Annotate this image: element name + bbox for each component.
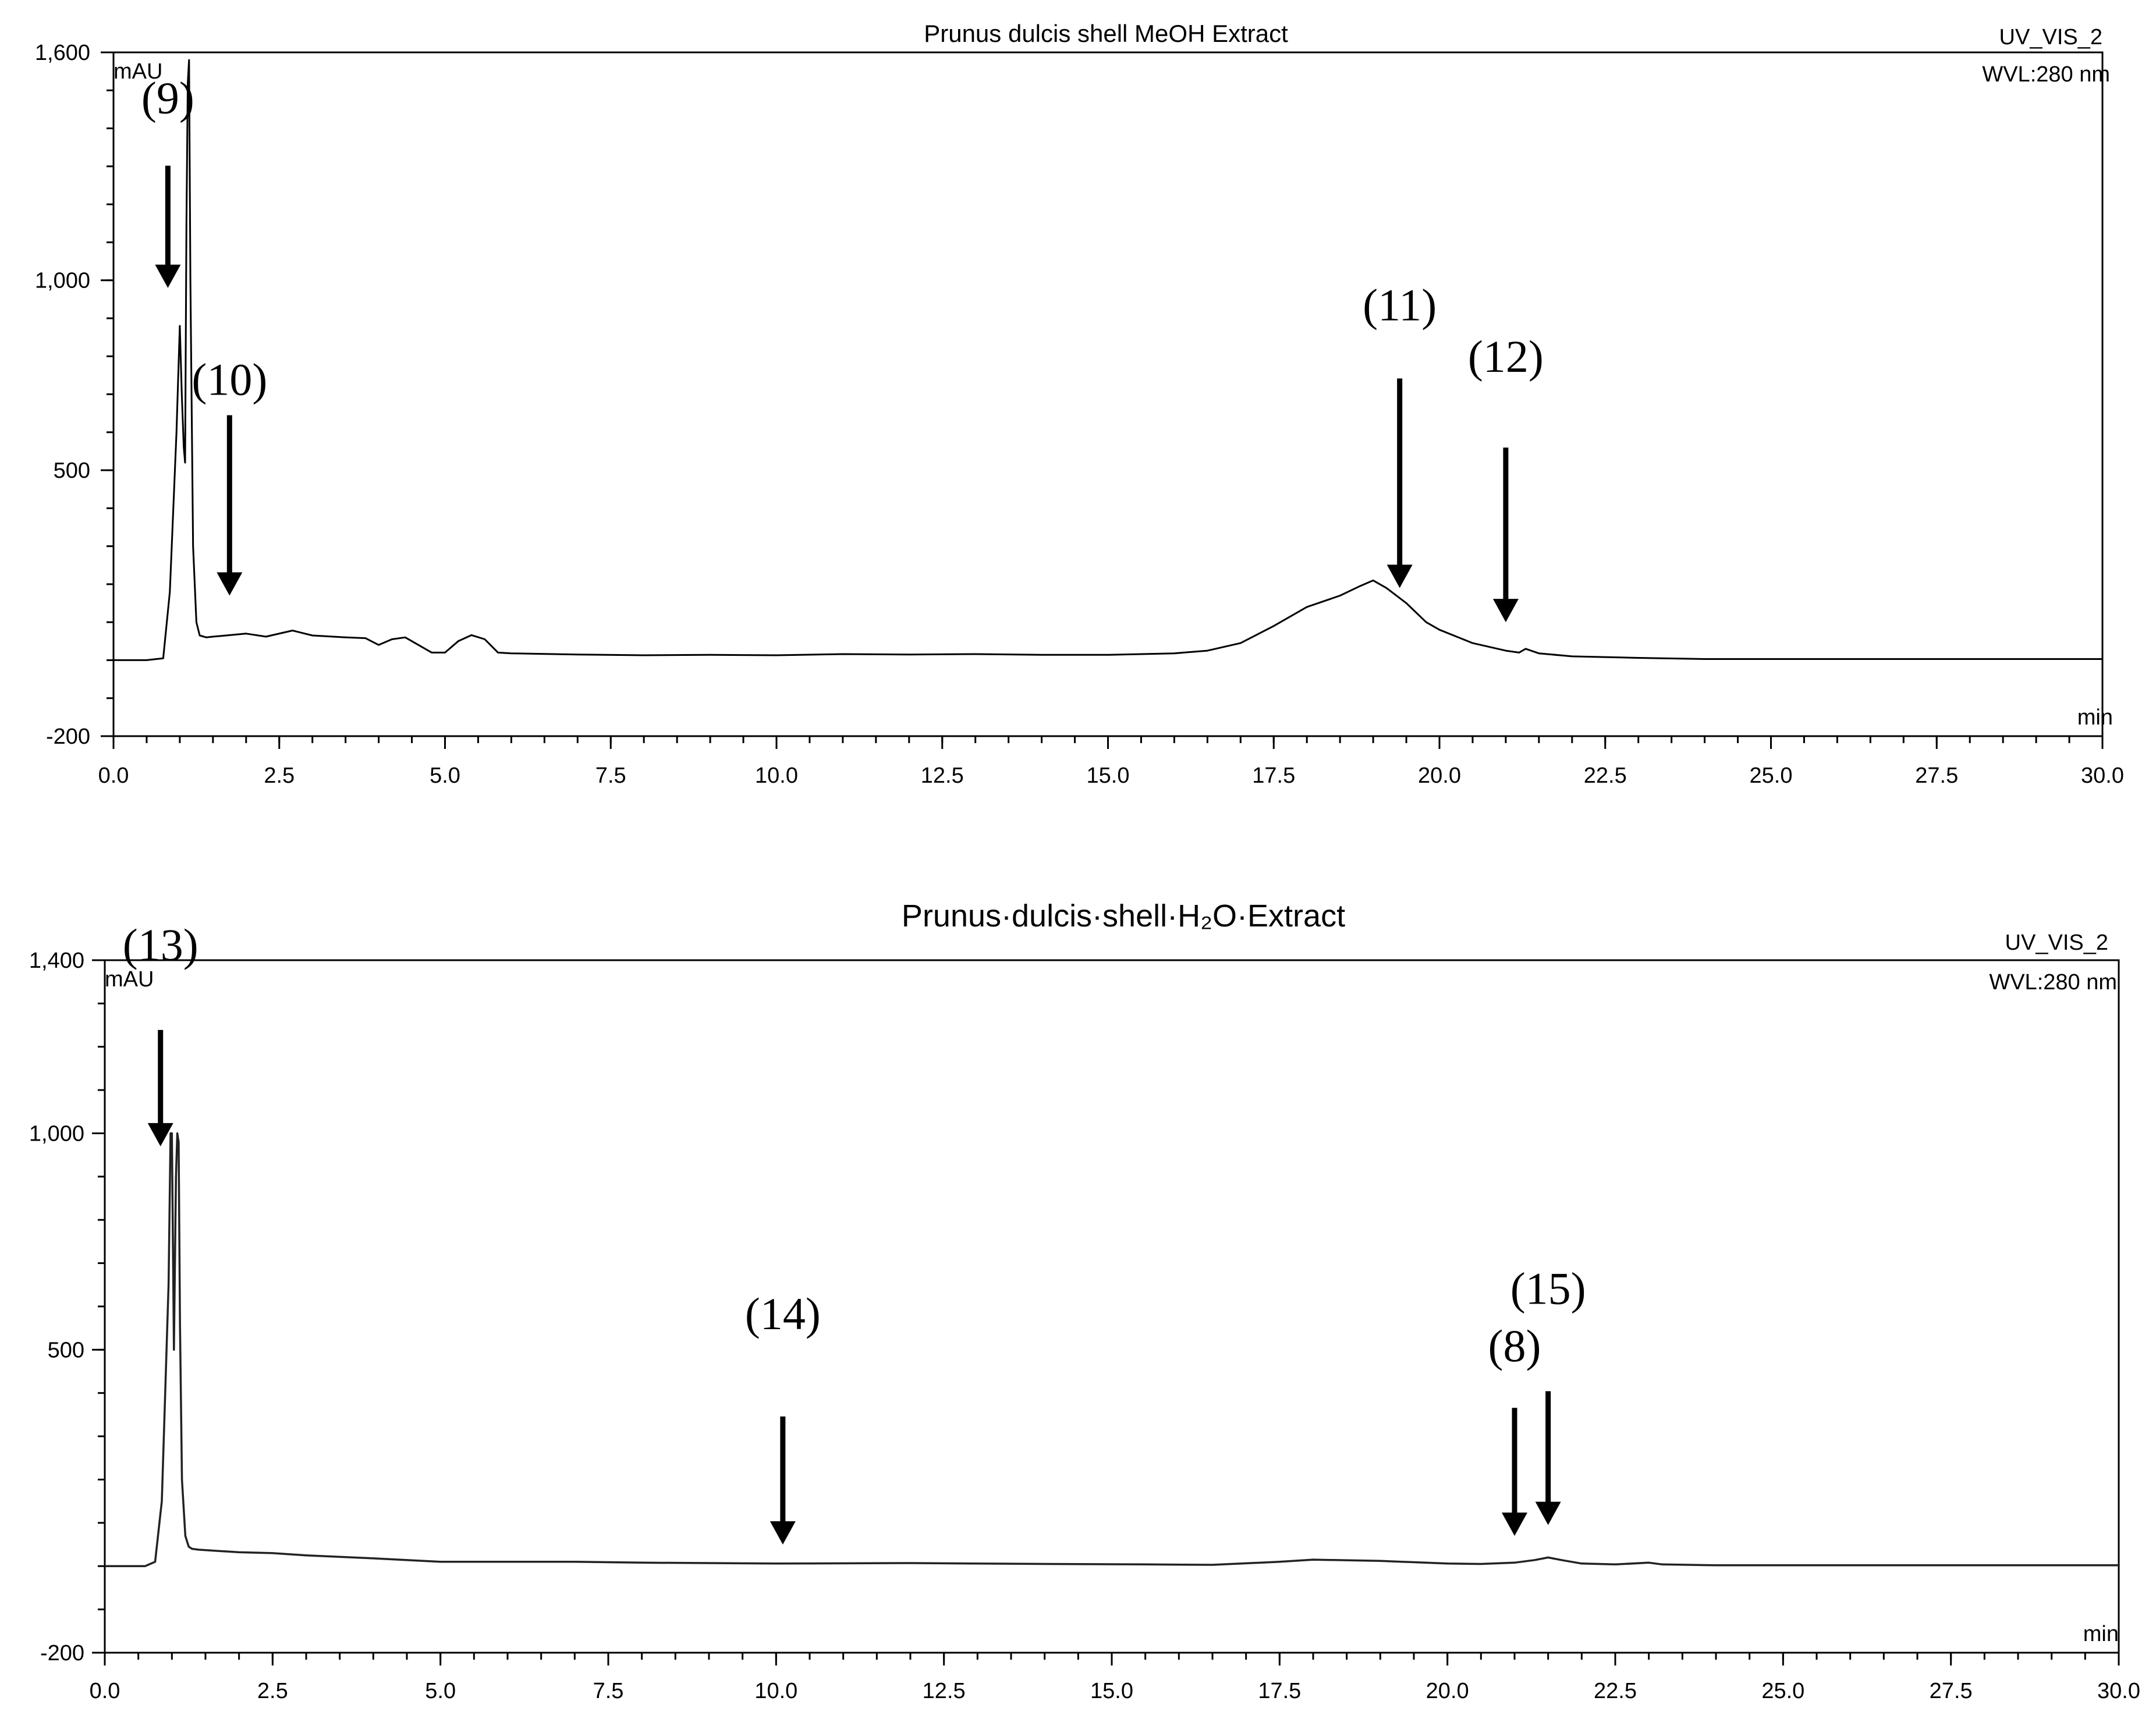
peak-label: (8) <box>1488 1320 1541 1371</box>
y-unit-label: mAU <box>114 59 162 84</box>
x-tick-label: 15.0 <box>1087 763 1130 788</box>
peak-arrow-head <box>147 1123 173 1146</box>
y-tick-label: -200 <box>46 725 90 749</box>
x-tick-label: 2.5 <box>257 1679 288 1703</box>
plot-frame <box>112 51 2104 737</box>
peak-label: (11) <box>1363 279 1437 330</box>
chart-title: Prunus dulcis shell MeOH Extract <box>924 20 1288 47</box>
x-tick-label: 27.5 <box>1915 763 1958 788</box>
x-tick-label: 17.5 <box>1252 763 1295 788</box>
wavelength-label: WVL:280 nm <box>1989 970 2117 995</box>
y-tick-label: 500 <box>54 459 90 483</box>
y-tick-label: 1,600 <box>35 41 90 65</box>
x-tick-label: 7.5 <box>593 1679 624 1703</box>
peak-label: (14) <box>745 1288 821 1339</box>
wavelength-label: WVL:280 nm <box>1982 62 2110 87</box>
x-tick-label: 20.0 <box>1418 763 1461 788</box>
x-tick-label: 12.5 <box>923 1679 966 1703</box>
x-tick-label: 5.0 <box>430 763 460 788</box>
channel-label: UV_VIS_2 <box>1999 25 2102 49</box>
x-tick-label: 5.0 <box>425 1679 456 1703</box>
y-tick-label: 1,000 <box>35 269 90 293</box>
peak-label: (12) <box>1468 331 1544 382</box>
x-tick-label: 0.0 <box>90 1679 120 1703</box>
chart-panel-meoh: Prunus dulcis shell MeOH Extract UV_VIS_… <box>35 20 2124 788</box>
peak-arrow-head <box>1502 1512 1527 1536</box>
peak-arrow-head <box>770 1521 796 1545</box>
chart-panel-h2o: Prunus·dulcis·shell·H₂O·Extract UV_VIS_2… <box>29 899 2140 1703</box>
y-unit-label: mAU <box>105 967 154 992</box>
x-tick-label: 7.5 <box>595 763 626 788</box>
peak-label: (9) <box>141 73 194 123</box>
channel-label: UV_VIS_2 <box>2005 931 2108 955</box>
peak-arrow-head <box>217 572 243 596</box>
x-tick-label: 0.0 <box>98 763 129 788</box>
peak-arrow-head <box>1492 599 1519 623</box>
plot-frame <box>104 959 2120 1654</box>
x-tick-label: 12.5 <box>921 763 964 788</box>
chromatogram-trace <box>114 59 2102 661</box>
peak-label: (13) <box>123 919 198 970</box>
peak-arrow-head <box>1535 1501 1561 1525</box>
x-tick-label: 22.5 <box>1584 763 1627 788</box>
x-tick-label: 27.5 <box>1930 1679 1973 1703</box>
x-tick-label: 30.0 <box>2081 763 2124 788</box>
peak-arrow-head <box>155 264 181 288</box>
y-tick-label: 500 <box>48 1338 84 1362</box>
y-tick-label: -200 <box>40 1641 84 1665</box>
x-tick-label: 10.0 <box>754 1679 797 1703</box>
x-unit-label: min <box>2077 705 2113 730</box>
peak-label: (15) <box>1510 1263 1586 1314</box>
x-tick-label: 22.5 <box>1594 1679 1637 1703</box>
y-tick-label: 1,400 <box>29 949 84 973</box>
x-tick-label: 30.0 <box>2097 1679 2140 1703</box>
peak-arrow-head <box>1386 564 1413 588</box>
x-tick-label: 17.5 <box>1258 1679 1301 1703</box>
x-tick-label: 2.5 <box>264 763 295 788</box>
x-tick-label: 10.0 <box>755 763 798 788</box>
peak-label: (10) <box>192 354 267 404</box>
x-tick-label: 25.0 <box>1750 763 1793 788</box>
x-tick-label: 20.0 <box>1426 1679 1469 1703</box>
x-unit-label: min <box>2083 1622 2119 1646</box>
chromatogram-trace <box>105 1132 2119 1568</box>
y-tick-label: 1,000 <box>29 1122 84 1146</box>
chart-title: Prunus·dulcis·shell·H₂O·Extract <box>902 899 1345 933</box>
x-tick-label: 15.0 <box>1090 1679 1133 1703</box>
x-tick-label: 25.0 <box>1761 1679 1804 1703</box>
